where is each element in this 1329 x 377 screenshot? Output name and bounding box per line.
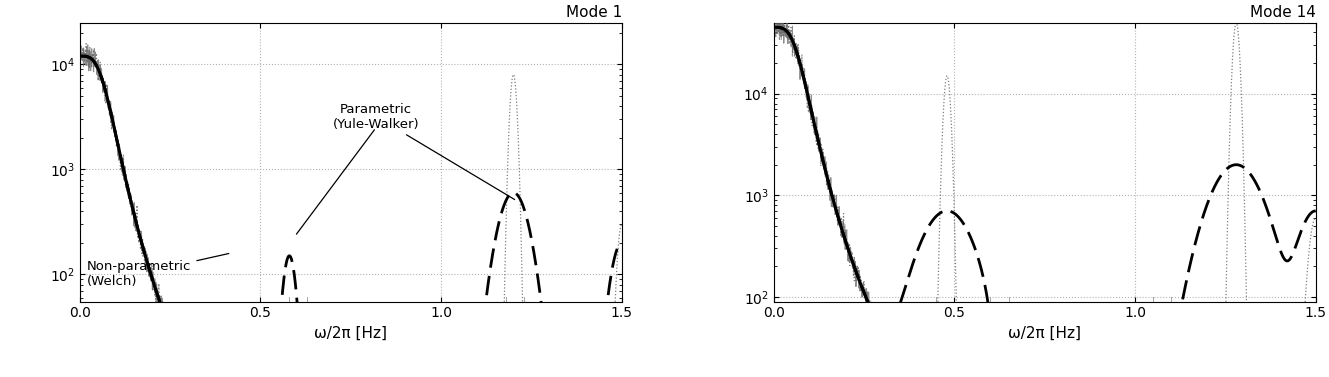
Text: Parametric
(Yule-Walker): Parametric (Yule-Walker) xyxy=(332,103,514,199)
X-axis label: ω/2π [Hz]: ω/2π [Hz] xyxy=(314,326,387,341)
Text: Mode 1: Mode 1 xyxy=(566,5,622,20)
X-axis label: ω/2π [Hz]: ω/2π [Hz] xyxy=(1009,326,1082,341)
Text: Non-parametric
(Welch): Non-parametric (Welch) xyxy=(86,253,229,288)
Text: Mode 14: Mode 14 xyxy=(1249,5,1316,20)
